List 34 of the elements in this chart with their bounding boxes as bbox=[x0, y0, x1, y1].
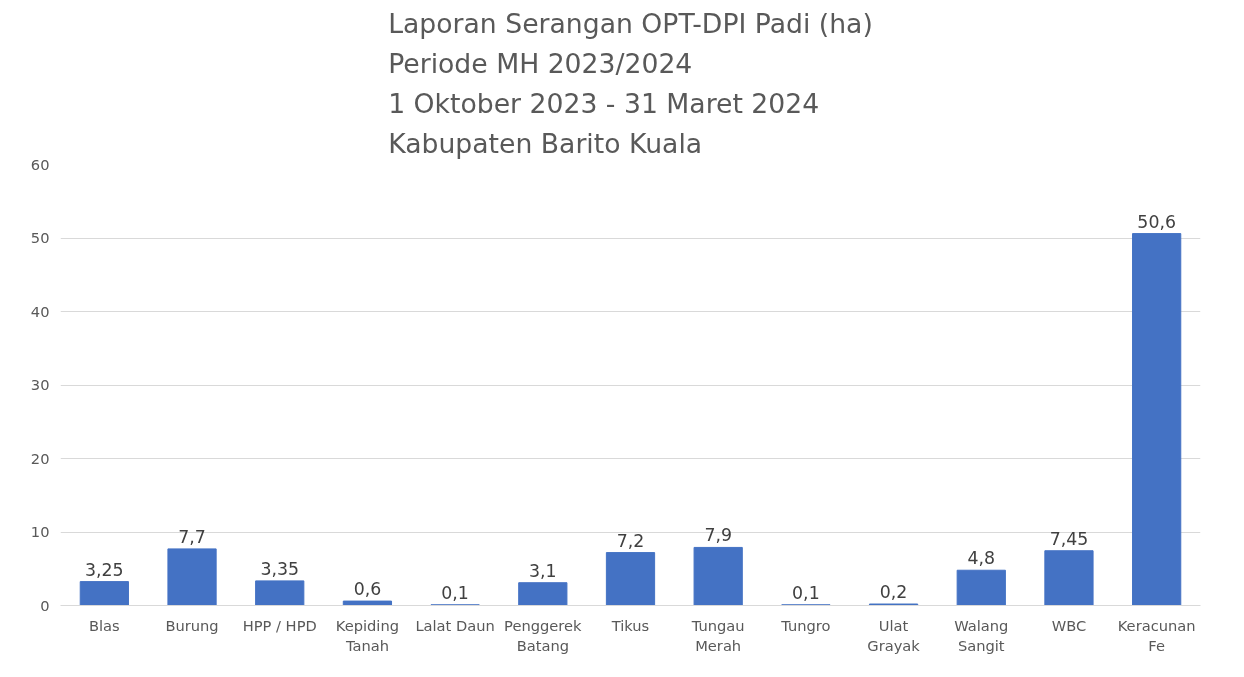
x-tick-label: Tungau Merah bbox=[690, 616, 745, 654]
chart-title: Laporan Serangan OPT-DPI Padi (ha) Periode MH 2023/2024 1 Oktober 2023 - 31 Maret 2024 Kabupaten Barito Kuala bbox=[388, 7, 873, 160]
data-label: 3,25 bbox=[85, 559, 124, 580]
y-tick-label: 10 bbox=[30, 523, 50, 540]
data-label: 4,8 bbox=[967, 548, 996, 569]
x-tick-label: Keracunan Fe bbox=[1117, 616, 1196, 654]
y-tick-label: 20 bbox=[30, 449, 50, 467]
y-tick-label: 0 bbox=[40, 596, 50, 614]
x-tick-label: Tungro bbox=[780, 616, 831, 634]
data-label: 0,2 bbox=[879, 582, 908, 603]
x-tick-label: Tikus bbox=[610, 616, 650, 634]
data-label: 3,1 bbox=[529, 560, 557, 581]
x-tick-label: WBC bbox=[1051, 616, 1087, 634]
y-tick-label: 50 bbox=[30, 229, 50, 246]
x-tick-label: HPP / HPD bbox=[242, 616, 317, 634]
y-tick-label: 40 bbox=[30, 302, 50, 320]
x-tick-label: Kepiding Tanah bbox=[335, 616, 400, 654]
x-tick-label: Walang Sangit bbox=[954, 616, 1009, 654]
y-tick-label: 60 bbox=[30, 155, 50, 173]
data-label: 0,1 bbox=[441, 582, 469, 603]
data-label: 7,7 bbox=[178, 526, 206, 547]
x-tick-label: Blas bbox=[88, 616, 120, 634]
data-label: 7,9 bbox=[704, 525, 732, 546]
data-label: 50,6 bbox=[1137, 211, 1176, 232]
data-label: 7,2 bbox=[616, 530, 645, 551]
x-tick-label: Lalat Daun bbox=[415, 616, 495, 634]
data-label: 0,1 bbox=[792, 582, 820, 603]
y-tick-label: 30 bbox=[30, 376, 50, 393]
data-label: 3,35 bbox=[260, 558, 300, 579]
x-tick-label: Penggerek Batang bbox=[504, 616, 583, 654]
x-tick-label: Burung bbox=[165, 616, 219, 634]
x-tick-label: Ulat Grayak bbox=[867, 616, 921, 654]
data-label: 7,45 bbox=[1049, 528, 1089, 549]
data-label: 0,6 bbox=[353, 579, 382, 600]
